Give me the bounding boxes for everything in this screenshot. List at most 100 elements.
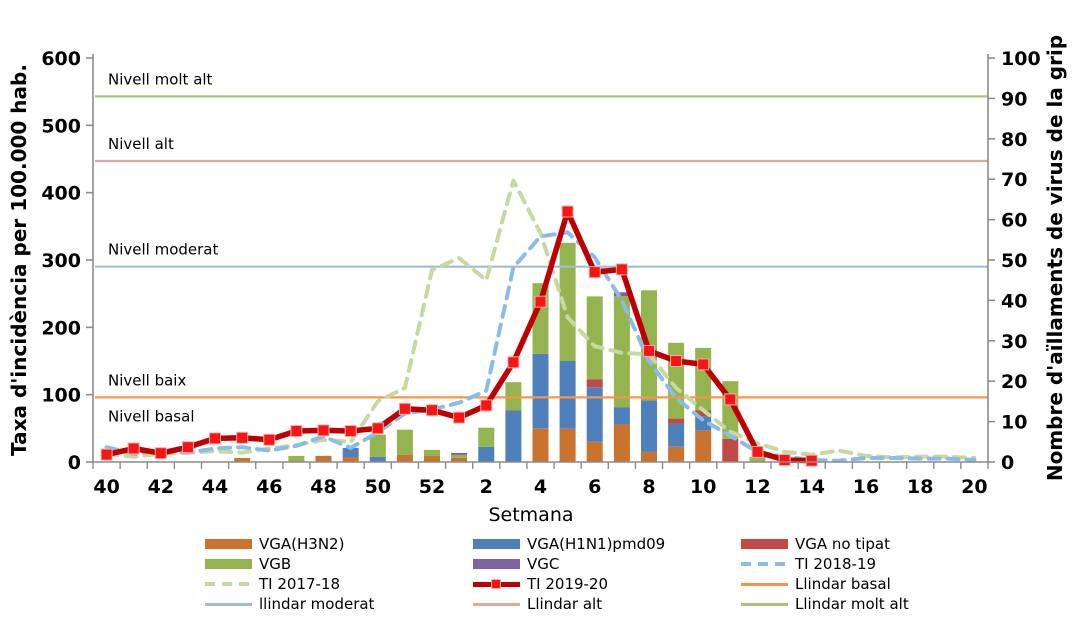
x-tick-label: 52 — [419, 476, 445, 498]
y-right-tick-label: 10 — [1001, 412, 1027, 434]
annotation-nivell-moderat: Nivell moderat — [108, 241, 218, 259]
legend-item-ti-2019-20: TI 2019-20 — [473, 575, 741, 593]
legend-item-label: TI 2018-19 — [795, 555, 877, 573]
x-tick-label: 18 — [907, 476, 933, 498]
x-tick-label: 6 — [588, 476, 601, 498]
bar-segment — [559, 361, 576, 429]
bar-segment — [695, 347, 712, 411]
y-left-tick-label: 600 — [41, 48, 81, 70]
bar-segment — [234, 458, 251, 462]
bar-segment — [613, 407, 630, 425]
data-point-marker — [615, 263, 628, 276]
legend-swatch — [473, 578, 520, 589]
x-tick-label: 40 — [93, 476, 119, 498]
legend-swatch — [741, 539, 788, 549]
bar-segment — [424, 455, 440, 462]
x-tick-label: 2 — [480, 476, 493, 498]
legend-item-label: llindar moderat — [259, 595, 375, 613]
annotation-nivell-alt: Nivell alt — [108, 135, 174, 153]
data-point-marker — [724, 393, 737, 406]
bar-series-vga-h1n1-pmd09 — [342, 353, 712, 462]
data-point-marker — [643, 344, 655, 357]
data-point-marker — [317, 424, 330, 437]
bar-segment — [369, 434, 386, 457]
y-left-tick-labels: 0 100 200 300 400 500 600 — [41, 48, 81, 474]
data-point-marker — [127, 442, 140, 455]
data-point-marker — [154, 447, 167, 460]
bar-segment — [668, 446, 685, 462]
annotation-nivell-molt-alt: Nivell molt alt — [108, 70, 213, 88]
bar-segment — [532, 428, 549, 462]
legend-item-label: VGA(H1N1)pmd09 — [527, 535, 666, 553]
x-tick-label: 46 — [256, 476, 282, 498]
legend-item-vgc: VGC — [473, 555, 741, 573]
bar-segment — [695, 416, 712, 431]
y-left-tick-label: 0 — [68, 452, 81, 474]
x-tick-label: 8 — [642, 476, 655, 498]
legend-item-ti-2017-18: TI 2017-18 — [205, 575, 473, 593]
x-tick-label: 20 — [961, 476, 987, 498]
x-tick-label: 14 — [798, 476, 824, 498]
bar-segment — [586, 387, 603, 442]
legend-swatch — [205, 582, 252, 586]
legend-item-label: TI 2019-20 — [527, 575, 609, 593]
annotation-nivell-basal: Nivell basal — [108, 407, 194, 425]
bar-segment — [315, 455, 332, 462]
legend-item-llindar-molt-alt: Llindar molt alt — [741, 595, 1005, 613]
legend-item-label: Llindar molt alt — [795, 595, 909, 613]
legend-item-label: VGC — [527, 555, 560, 573]
data-point-marker — [480, 399, 493, 412]
legend-swatch — [473, 559, 520, 569]
data-point-marker — [426, 404, 438, 417]
bar-segment — [695, 430, 712, 462]
legend-swatch — [473, 539, 520, 549]
bar-segment — [641, 451, 657, 462]
data-point-marker — [371, 422, 384, 435]
bar-segment — [641, 400, 657, 452]
line-series-ti-2019-20 — [100, 205, 818, 467]
legend-swatch — [741, 602, 788, 606]
legend-item-label: VGA(H3N2) — [259, 535, 345, 553]
level-annotations: Nivell molt alt Nivell alt Nivell moderat N… — [108, 70, 218, 425]
legend-item-vga-h1n1-pmd09: VGA(H1N1)pmd09 — [473, 535, 741, 553]
bar-segment — [478, 446, 495, 462]
bar-segment — [722, 438, 739, 462]
chart-legend: VGA(H3N2) VGA(H1N1)pmd09 VGA no tipat VGB VG… — [205, 534, 1005, 614]
x-tick-label: 42 — [148, 476, 174, 498]
legend-item-vgb: VGB — [205, 555, 473, 573]
data-point-marker — [209, 432, 221, 445]
y-left-tick-label: 500 — [41, 115, 81, 137]
legend-swatch — [741, 582, 788, 586]
legend-swatch — [205, 559, 252, 569]
data-point-marker — [670, 355, 683, 367]
bar-segment — [559, 242, 576, 361]
legend-swatch — [205, 602, 252, 606]
legend-swatch — [205, 539, 252, 549]
bar-segment — [586, 296, 603, 380]
bar-series-vga-no-tipat — [586, 379, 739, 462]
y-right-tick-label: 30 — [1001, 331, 1027, 353]
y-right-axis-title: Nombre d'aïllaments de virus de la grip — [1043, 35, 1067, 481]
legend-item-label: TI 2017-18 — [259, 575, 341, 593]
bar-segment — [749, 456, 766, 462]
legend-item-vga-h3n2: VGA(H3N2) — [205, 535, 473, 553]
bar-segment — [532, 353, 549, 429]
legend-swatch — [473, 602, 520, 606]
data-point-marker — [588, 266, 601, 279]
bar-segment — [613, 292, 630, 297]
legend-item-label: Llindar alt — [527, 595, 603, 613]
x-tick-label: 4 — [534, 476, 547, 498]
bar-segment — [559, 428, 576, 462]
data-point-marker — [561, 205, 574, 218]
y-left-tick-label: 100 — [41, 385, 81, 407]
data-point-marker — [805, 454, 818, 467]
y-right-tick-label: 100 — [1001, 48, 1041, 70]
bar-segment — [424, 449, 440, 456]
x-tick-label: 10 — [690, 476, 716, 498]
annotation-nivell-baix: Nivell baix — [108, 371, 186, 389]
y-right-tick-label: 90 — [1001, 88, 1027, 110]
bar-segment — [505, 410, 522, 462]
bar-segment — [451, 452, 468, 455]
x-tick-labels: 40 42 44 46 48 50 52 2 4 6 8 10 12 14 16 18 20 — [93, 476, 987, 498]
